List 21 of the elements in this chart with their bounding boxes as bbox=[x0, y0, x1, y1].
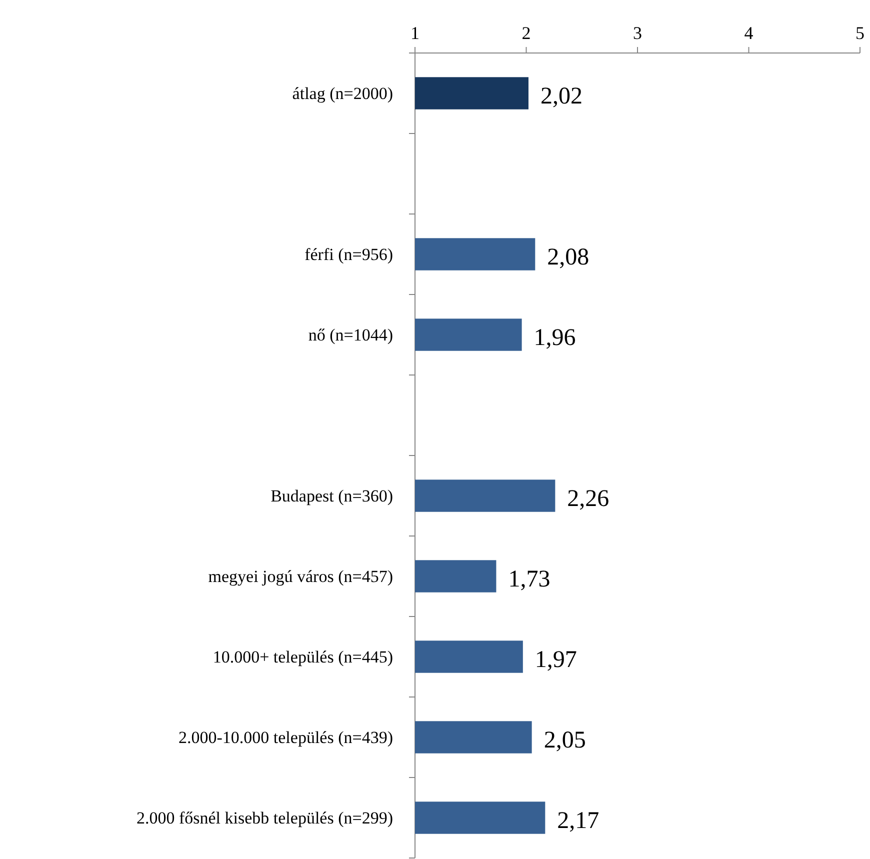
x-tick-label: 2 bbox=[522, 23, 531, 43]
x-tick-label: 3 bbox=[633, 23, 642, 43]
y-tick-label: Budapest (n=360) bbox=[270, 486, 393, 506]
data-label: 1,73 bbox=[508, 566, 550, 593]
x-tick-label: 5 bbox=[856, 23, 864, 43]
data-label: 2,17 bbox=[557, 808, 600, 834]
y-tick-label: 2.000 fősnél kisebb település (n=299) bbox=[136, 808, 393, 828]
data-label: 2,08 bbox=[547, 244, 590, 271]
x-tick-label: 4 bbox=[744, 23, 754, 43]
y-tick-label: 10.000+ település (n=445) bbox=[212, 648, 393, 667]
data-label: 2,26 bbox=[567, 486, 610, 512]
y-tick-label: megyei jogú város (n=457) bbox=[208, 567, 393, 586]
y-tick-label: nő (n=1044) bbox=[308, 326, 393, 345]
data-label: 2,05 bbox=[544, 728, 586, 754]
data-label: 2,02 bbox=[540, 84, 582, 110]
x-tick-label: 1 bbox=[410, 23, 420, 43]
data-label: 1,96 bbox=[534, 325, 576, 352]
y-tick-label: átlag (n=2000) bbox=[292, 84, 393, 104]
data-label: 1,97 bbox=[534, 647, 577, 674]
y-tick-label: férfi (n=956) bbox=[304, 245, 393, 264]
y-tick-label: 2.000-10.000 település (n=439) bbox=[178, 728, 393, 748]
